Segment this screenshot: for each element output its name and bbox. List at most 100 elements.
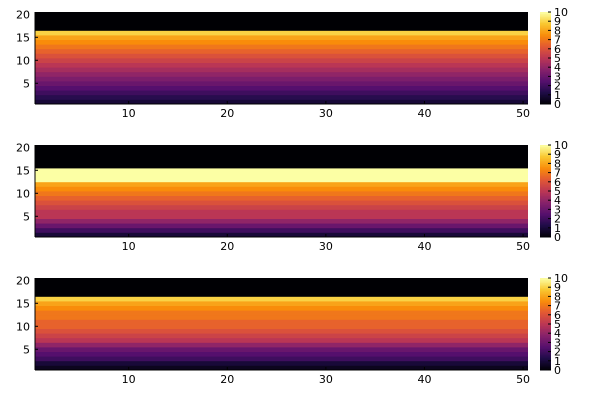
colorbar-segment xyxy=(540,333,551,336)
colorbar-segment xyxy=(540,73,551,76)
colorbar-segment xyxy=(540,200,551,203)
colorbar-segment xyxy=(540,215,551,218)
y-tick-label: 15 xyxy=(16,31,30,44)
x-tick-label: 50 xyxy=(516,240,530,253)
colorbar-segment xyxy=(540,62,551,65)
colorbar-segment xyxy=(540,232,551,235)
heatmap-row xyxy=(35,35,528,40)
colorbar-tick-label: 7 xyxy=(554,300,561,313)
y-tick-label: 20 xyxy=(16,8,30,21)
colorbar-segment xyxy=(540,81,551,84)
colorbar-segment xyxy=(540,175,551,178)
colorbar-segment xyxy=(540,164,551,167)
colorbar-segment xyxy=(540,27,551,30)
colorbar-segment xyxy=(540,64,551,67)
colorbar-segment xyxy=(540,293,551,296)
colorbar-segment xyxy=(540,102,551,105)
x-tick-label: 30 xyxy=(319,240,333,253)
colorbar-segment xyxy=(540,24,551,27)
colorbar-segment xyxy=(540,189,551,192)
colorbar-segment xyxy=(540,61,551,64)
colorbar-segment xyxy=(540,311,551,314)
colorbar-segment xyxy=(540,281,551,284)
colorbar-segment xyxy=(540,99,551,102)
colorbar-segment xyxy=(540,45,551,48)
colorbar-segment xyxy=(540,77,551,80)
colorbar-segment xyxy=(540,327,551,330)
heatmap-row xyxy=(35,16,528,22)
colorbar-segment xyxy=(540,307,551,310)
colorbar-segment xyxy=(540,67,551,70)
heatmap-row xyxy=(35,209,528,215)
colorbar-segment xyxy=(540,50,551,53)
colorbar-segment xyxy=(540,191,551,194)
colorbar-segment xyxy=(540,85,551,88)
colorbar-segment xyxy=(540,87,551,90)
colorbar-segment xyxy=(540,210,551,213)
colorbar-tick-label: 4 xyxy=(554,194,561,207)
colorbar-segment xyxy=(540,54,551,57)
heatmap-row xyxy=(35,337,528,343)
colorbar-segment xyxy=(540,31,551,34)
colorbar-segment xyxy=(540,58,551,61)
heatmap-row xyxy=(35,181,528,187)
heatmap-row xyxy=(35,21,528,27)
heatmap-row xyxy=(35,39,528,45)
colorbar-segment xyxy=(540,287,551,290)
colorbar-segment xyxy=(540,174,551,177)
colorbar-segment xyxy=(540,161,551,164)
colorbar-segment xyxy=(540,38,551,41)
heatmap-row xyxy=(35,191,528,196)
colorbar-segment xyxy=(540,201,551,204)
heatmap-row xyxy=(35,296,528,302)
y-tick-label: 5 xyxy=(23,343,30,356)
colorbar-segment xyxy=(540,21,551,24)
colorbar-tick-label: 1 xyxy=(554,89,561,102)
colorbar-segment xyxy=(540,337,551,340)
colorbar-segment xyxy=(540,157,551,160)
colorbar-segment xyxy=(540,233,551,236)
colorbar-tick-label: 9 xyxy=(554,281,561,294)
colorbar-segment xyxy=(540,279,551,282)
colorbar-segment xyxy=(540,290,551,293)
heatmap-row xyxy=(35,204,528,210)
colorbar-tick-label: 0 xyxy=(554,231,561,244)
colorbar-segment xyxy=(540,36,551,39)
colorbar-segment xyxy=(540,148,551,151)
colorbar-segment xyxy=(540,354,551,357)
colorbar-segment xyxy=(540,308,551,311)
colorbar-segment xyxy=(540,48,551,51)
x-tick-label: 20 xyxy=(220,240,234,253)
colorbar-tick-label: 10 xyxy=(554,272,568,285)
y-tick-label: 10 xyxy=(16,54,30,67)
colorbar-segment xyxy=(540,84,551,87)
colorbar-segment xyxy=(540,365,551,368)
colorbar-segment xyxy=(540,284,551,287)
colorbar-segment xyxy=(540,224,551,227)
colorbar-segment xyxy=(540,206,551,209)
colorbar-segment xyxy=(540,363,551,366)
heatmap-row xyxy=(35,85,528,91)
heatmap-row xyxy=(35,168,528,173)
heatmap-row xyxy=(35,62,528,68)
colorbar-segment xyxy=(540,33,551,36)
colorbar-segment xyxy=(540,41,551,44)
colorbar-segment xyxy=(540,302,551,305)
colorbar-tick-label: 5 xyxy=(554,185,561,198)
colorbar-segment xyxy=(540,314,551,317)
heatmap-row xyxy=(35,90,528,96)
colorbar-segment xyxy=(540,331,551,334)
colorbar-segment xyxy=(540,44,551,47)
colorbar-tick-label: 6 xyxy=(554,176,561,189)
colorbar-segment xyxy=(540,79,551,82)
colorbar-segment xyxy=(540,360,551,363)
colorbar-segment xyxy=(540,299,551,302)
colorbar-segment xyxy=(540,301,551,304)
heatmap-row xyxy=(35,99,528,105)
colorbar-segment xyxy=(540,339,551,342)
heatmap-row xyxy=(35,287,528,293)
colorbar-segment xyxy=(540,30,551,33)
y-tick-label: 10 xyxy=(16,187,30,200)
heatmap-row xyxy=(35,342,528,348)
